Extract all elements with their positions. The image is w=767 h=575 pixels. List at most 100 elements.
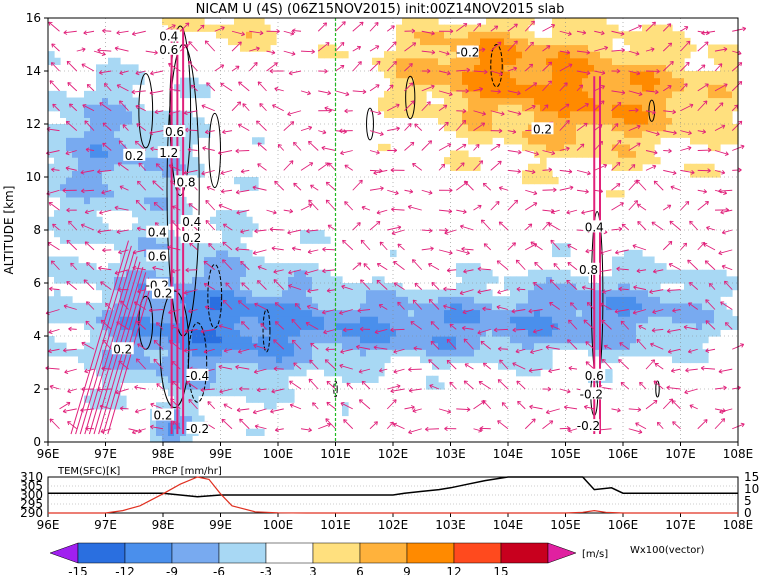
shade-cell <box>114 64 121 72</box>
shade-cell <box>132 342 139 350</box>
shade-cell <box>456 77 463 85</box>
shade-cell <box>558 37 565 46</box>
shade-cell <box>636 302 643 311</box>
wind-vector-head <box>614 123 619 128</box>
wind-vector <box>47 242 60 251</box>
shade-cell <box>510 57 517 65</box>
shade-cell <box>264 263 271 271</box>
shade-cell <box>648 329 655 337</box>
shade-cell <box>456 329 463 337</box>
wind-vector-head <box>449 28 454 34</box>
wind-vector <box>67 421 78 430</box>
shade-cell <box>78 216 85 224</box>
shade-cell <box>204 382 211 390</box>
shade-cell <box>588 124 595 132</box>
shade-cell <box>594 130 601 138</box>
shade-cell <box>132 196 139 205</box>
shade-cell <box>276 362 283 370</box>
wind-vector <box>438 121 449 131</box>
wind-vector-head <box>529 63 534 68</box>
wind-vector <box>387 226 402 231</box>
shade-cell <box>570 110 577 118</box>
shade-cell <box>540 276 547 284</box>
shade-cell <box>162 349 169 357</box>
shade-cell <box>630 269 637 277</box>
shade-cell <box>654 283 661 291</box>
wind-vector-head <box>156 383 161 388</box>
shade-cell <box>96 269 103 277</box>
wind-vector <box>409 388 422 392</box>
shade-cell <box>252 276 259 284</box>
shade-cell <box>588 143 595 152</box>
shade-cell <box>492 31 499 39</box>
wind-vector <box>438 50 450 55</box>
shade-cell <box>330 329 337 337</box>
shade-cell <box>732 322 739 330</box>
wind-vector <box>611 183 621 191</box>
shade-cell <box>216 243 223 251</box>
wind-vector-head <box>269 227 274 232</box>
shade-cell <box>150 422 157 430</box>
shade-cell <box>414 302 421 311</box>
wind-vector <box>63 30 77 34</box>
shade-cell <box>294 269 301 277</box>
shade-cell <box>198 382 205 390</box>
shade-cell <box>108 269 115 277</box>
wind-vector <box>235 366 250 370</box>
shade-cell <box>618 276 625 284</box>
wind-vector <box>273 269 284 273</box>
shade-cell <box>312 322 319 330</box>
wind-vector <box>172 380 181 390</box>
shade-cell <box>342 375 349 383</box>
wind-vector <box>352 90 367 93</box>
shade-cell <box>216 375 223 383</box>
shade-cell <box>234 216 241 224</box>
shade-cell <box>72 104 79 112</box>
shade-cell <box>246 389 253 397</box>
shade-cell <box>258 44 265 52</box>
wind-vector <box>52 223 60 231</box>
shade-cell <box>144 236 151 244</box>
shade-cell <box>318 329 325 337</box>
wind-vector <box>312 402 319 410</box>
wind-vector-head <box>204 129 209 135</box>
shade-cell <box>54 170 61 178</box>
wind-vector <box>83 279 95 290</box>
shade-cell <box>204 276 211 284</box>
wind-vector <box>97 169 112 173</box>
shade-cell <box>468 322 475 330</box>
wind-vector-head <box>222 299 227 304</box>
wind-vector-head <box>254 228 258 234</box>
wind-vector <box>391 229 405 235</box>
shade-cell <box>396 322 403 330</box>
shade-cell <box>120 71 127 79</box>
shade-cell <box>486 37 493 46</box>
shade-cell <box>48 263 55 271</box>
shade-cell <box>714 57 721 65</box>
shade-cell <box>96 302 103 311</box>
wind-vector-head <box>293 182 298 187</box>
shade-cell <box>108 150 115 158</box>
shade-cell <box>234 342 241 350</box>
shade-cell <box>474 329 481 337</box>
shade-cell <box>72 309 79 317</box>
wind-vector <box>308 378 319 390</box>
wind-vector <box>287 110 302 115</box>
shade-cell <box>474 104 481 112</box>
wind-vector <box>455 181 468 191</box>
shade-cell <box>732 283 739 291</box>
shade-cell <box>546 302 553 311</box>
shade-cell <box>54 256 61 264</box>
shade-cell <box>126 362 133 370</box>
wind-vector <box>184 328 198 332</box>
shade-cell <box>558 302 565 311</box>
shade-cell <box>690 90 697 99</box>
shade-cell <box>552 283 559 291</box>
wind-vector-head <box>135 199 140 204</box>
wind-vector <box>116 30 129 34</box>
shade-cell <box>246 322 253 330</box>
shade-cell <box>150 124 157 132</box>
shade-cell <box>498 44 505 52</box>
wind-vector-head <box>379 131 384 137</box>
shade-cell <box>486 24 493 32</box>
